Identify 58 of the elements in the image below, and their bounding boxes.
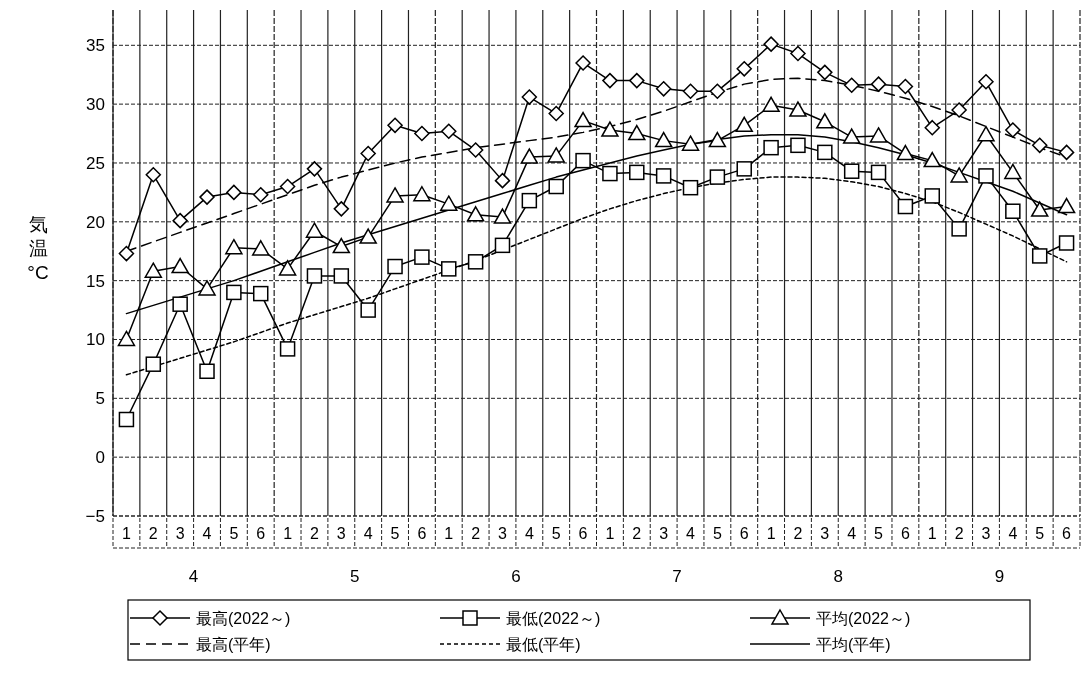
- x-tick-label: 4: [202, 525, 212, 542]
- x-tick-label: 1: [927, 525, 937, 542]
- text: 8: [833, 567, 843, 586]
- x-tick-label: 3: [659, 525, 669, 542]
- x-tick-label: 6: [417, 525, 427, 542]
- legend-label: 平均(平年): [816, 636, 891, 653]
- legend-label: 最低(平年): [506, 636, 581, 653]
- x-tick-label: 5: [551, 525, 561, 542]
- x-tick-label: 2: [471, 525, 481, 542]
- x-tick-label: 5: [1035, 525, 1045, 542]
- y-tick-label: 20: [86, 212, 105, 232]
- text: 7: [672, 567, 682, 586]
- x-tick-label: 4: [686, 525, 696, 542]
- x-tick-label: 5: [390, 525, 400, 542]
- y-tick-label: 30: [86, 95, 105, 115]
- y-tick-label: 25: [86, 153, 105, 173]
- text: 4: [188, 567, 199, 586]
- x-tick-label: 5: [874, 525, 884, 542]
- x-tick-label: 2: [148, 525, 158, 542]
- y-tick-label: −5: [85, 507, 105, 526]
- x-tick-label: 4: [363, 525, 373, 542]
- x-tick-label: 1: [121, 525, 131, 542]
- x-tick-label: 6: [256, 525, 266, 542]
- x-tick-label: 2: [793, 525, 803, 542]
- x-tick-label: 2: [310, 525, 320, 542]
- x-tick-label: 3: [175, 525, 185, 542]
- text: 6: [511, 567, 521, 586]
- x-tick-label: 5: [712, 525, 722, 542]
- x-tick-label: 4: [524, 525, 534, 542]
- x-tick-label: 2: [632, 525, 642, 542]
- y-tick-label: 0: [95, 448, 105, 468]
- x-tick-label: 1: [605, 525, 615, 542]
- text: 5: [350, 567, 360, 586]
- x-tick-label: 6: [1062, 525, 1072, 542]
- legend-label: 最高(平年): [196, 636, 271, 653]
- x-tick-label: 4: [847, 525, 857, 542]
- legend-label: 平均(2022～): [816, 610, 911, 627]
- x-tick-label: 3: [820, 525, 830, 542]
- y-tick-label: 10: [86, 330, 105, 350]
- x-tick-label: 4: [1008, 525, 1018, 542]
- legend-label: 最高(2022～): [196, 610, 291, 627]
- x-tick-label: 6: [578, 525, 588, 542]
- x-tick-label: 1: [283, 525, 293, 542]
- x-tick-label: 3: [498, 525, 508, 542]
- x-tick-label: 3: [981, 525, 991, 542]
- y-tick-label: 35: [86, 36, 105, 56]
- x-tick-label: 6: [900, 525, 910, 542]
- y-axis-title: 気温°C: [27, 214, 49, 283]
- legend-label: 最低(2022～): [506, 610, 601, 627]
- x-tick-label: 3: [336, 525, 346, 542]
- y-tick-label: 15: [86, 271, 105, 291]
- y-tick-label: 5: [95, 389, 105, 409]
- x-tick-label: 1: [444, 525, 454, 542]
- x-tick-label: 1: [766, 525, 776, 542]
- x-tick-label: 2: [954, 525, 964, 542]
- text: 9: [994, 567, 1005, 586]
- x-tick-label: 6: [739, 525, 749, 542]
- x-tick-label: 5: [229, 525, 239, 542]
